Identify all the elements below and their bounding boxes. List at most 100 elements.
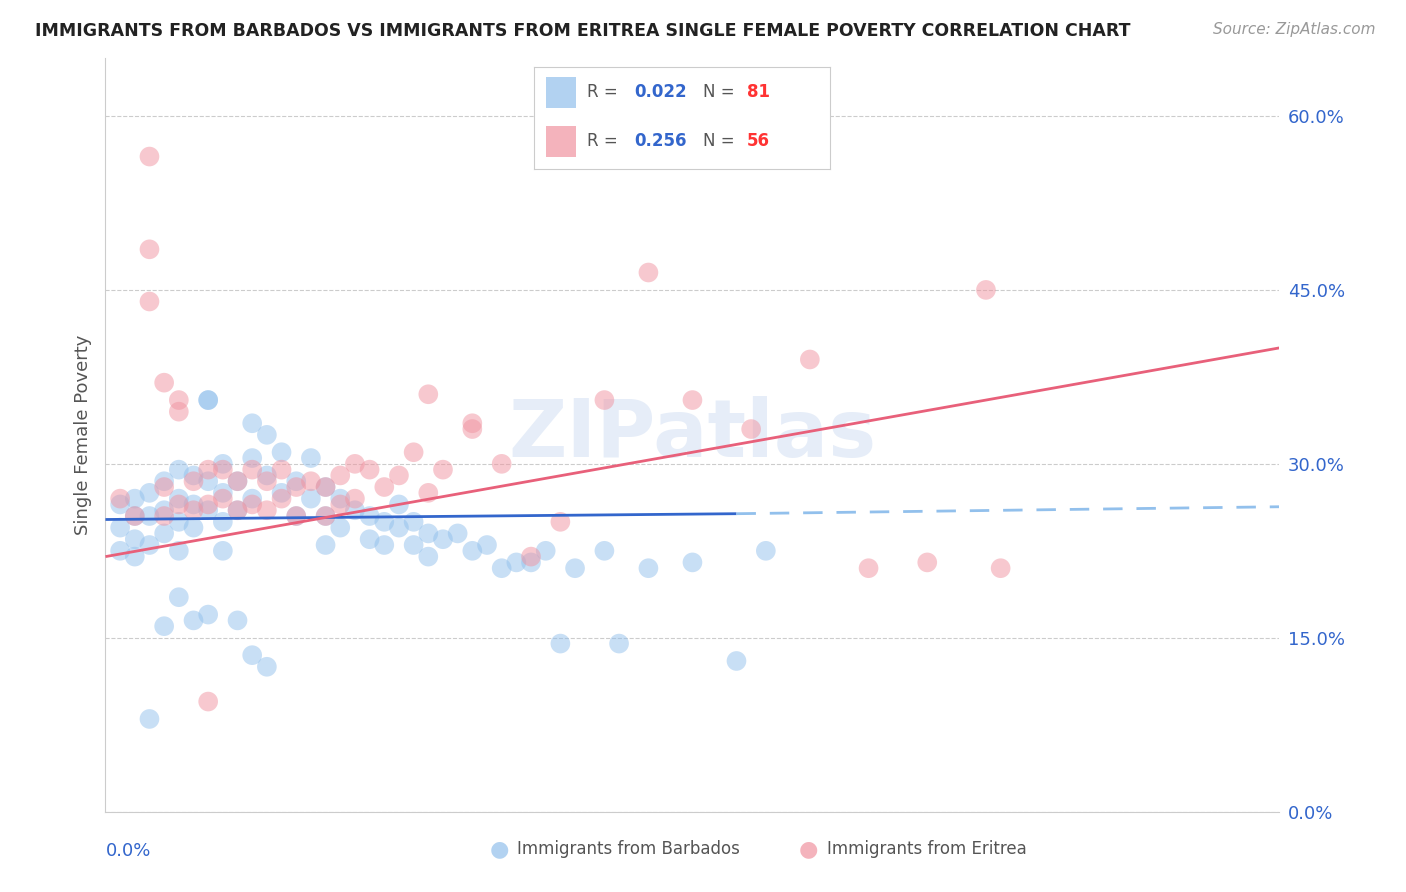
Point (138, 485, 160, 500)
Point (359, 462, 381, 476)
Point (315, 480, 337, 494)
Point (388, 468, 411, 483)
Point (138, 150, 160, 164)
Point (388, 498, 411, 512)
Text: Immigrants from Eritrea: Immigrants from Eritrea (827, 840, 1026, 858)
Bar (546, 127, 575, 157)
Point (153, 480, 176, 494)
Point (256, 468, 278, 483)
Point (226, 475, 249, 489)
Point (153, 508, 176, 523)
Point (138, 294, 160, 309)
Text: R =: R = (588, 83, 623, 101)
Point (343, 491, 366, 506)
Text: ●: ● (489, 839, 509, 859)
Text: N =: N = (703, 132, 740, 150)
Point (299, 451, 322, 466)
Point (564, 561, 586, 575)
Point (418, 549, 440, 564)
Point (418, 387, 440, 401)
Point (153, 376, 176, 390)
Point (343, 457, 366, 471)
Point (446, 526, 468, 541)
Point (359, 508, 381, 523)
Point (124, 549, 146, 564)
Text: Immigrants from Barbados: Immigrants from Barbados (517, 840, 741, 858)
Point (520, 549, 543, 564)
Point (402, 515, 425, 529)
Point (167, 491, 190, 506)
Point (197, 607, 219, 622)
Point (285, 508, 308, 523)
Point (329, 468, 352, 483)
Point (858, 561, 880, 575)
Point (240, 491, 263, 506)
Point (550, 515, 572, 529)
Point (329, 498, 352, 512)
Point (183, 475, 205, 489)
Point (153, 526, 176, 541)
Point (167, 462, 190, 476)
Point (315, 480, 337, 494)
Text: Source: ZipAtlas.com: Source: ZipAtlas.com (1212, 22, 1375, 37)
Point (226, 614, 249, 628)
Point (167, 392, 190, 407)
Point (534, 544, 557, 558)
Text: N =: N = (703, 83, 740, 101)
Text: 56: 56 (747, 132, 770, 150)
Point (138, 712, 160, 726)
Bar (546, 77, 575, 108)
Text: ZIPatlas: ZIPatlas (509, 396, 876, 474)
Point (138, 538, 160, 552)
Text: ●: ● (799, 839, 818, 859)
Point (461, 544, 484, 558)
Point (108, 544, 131, 558)
Point (183, 521, 205, 535)
Y-axis label: Single Female Poverty: Single Female Poverty (73, 334, 91, 535)
Point (373, 515, 395, 529)
Point (388, 521, 411, 535)
Point (211, 462, 233, 476)
Text: 0.256: 0.256 (634, 132, 688, 150)
Point (329, 491, 352, 506)
Point (270, 462, 292, 476)
Point (183, 498, 205, 512)
Point (256, 503, 278, 517)
Point (740, 422, 762, 436)
Point (138, 243, 160, 257)
Point (240, 648, 263, 662)
Point (256, 660, 278, 674)
Point (211, 544, 233, 558)
Point (153, 503, 176, 517)
Point (974, 283, 997, 297)
Point (681, 555, 703, 570)
Point (373, 480, 395, 494)
Point (124, 508, 146, 523)
Point (183, 468, 205, 483)
Point (197, 475, 219, 489)
Text: 0.0%: 0.0% (105, 842, 150, 860)
Point (226, 503, 249, 517)
Point (418, 485, 440, 500)
Point (637, 561, 659, 575)
Point (226, 475, 249, 489)
Point (240, 451, 263, 466)
Point (915, 555, 938, 570)
Point (270, 485, 292, 500)
Point (138, 508, 160, 523)
Point (432, 532, 454, 546)
Point (167, 498, 190, 512)
Text: 81: 81 (747, 83, 770, 101)
Point (153, 475, 176, 489)
Point (402, 445, 425, 459)
Point (418, 526, 440, 541)
Point (285, 508, 308, 523)
Point (593, 392, 616, 407)
Point (270, 445, 292, 459)
Point (461, 416, 484, 431)
Point (197, 498, 219, 512)
Point (108, 521, 131, 535)
Point (211, 485, 233, 500)
Point (270, 491, 292, 506)
Point (285, 475, 308, 489)
